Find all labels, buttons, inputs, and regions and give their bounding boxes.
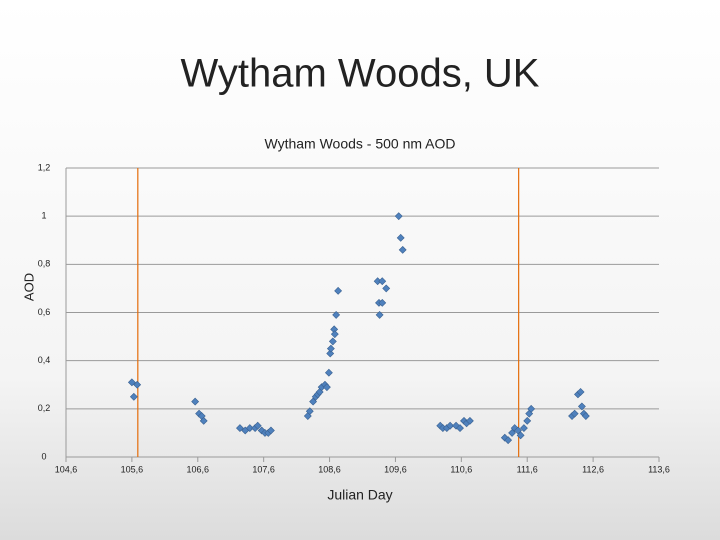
data-point — [305, 407, 314, 416]
data-point — [191, 397, 200, 406]
data-point — [245, 424, 254, 433]
data-point — [576, 388, 585, 396]
data-point — [520, 424, 528, 433]
data-point — [581, 412, 590, 420]
data-point — [446, 421, 455, 430]
x-tick-label: 107,6 — [252, 464, 275, 474]
data-point — [322, 383, 331, 392]
data-point — [396, 233, 405, 242]
data-point — [253, 421, 262, 430]
x-tick-label: 110,6 — [450, 464, 472, 474]
data-point — [127, 378, 136, 387]
data-point — [525, 409, 534, 418]
x-tick-label: 112,6 — [582, 464, 604, 474]
data-point — [303, 412, 312, 420]
data-point — [394, 212, 403, 221]
data-point — [328, 337, 337, 346]
data-point — [508, 428, 516, 437]
x-axis-label: Julian Day — [327, 487, 392, 503]
data-point — [516, 431, 525, 440]
data-point — [375, 310, 384, 319]
data-point — [326, 349, 335, 358]
data-point — [504, 436, 513, 445]
data-point — [398, 245, 407, 254]
data-point — [523, 416, 532, 425]
data-point — [326, 344, 335, 353]
y-tick-label: 0,6 — [38, 307, 51, 317]
data-point — [324, 368, 333, 377]
data-point — [452, 421, 460, 430]
y-tick-label: 0 — [41, 451, 46, 461]
y-tick-label: 1,2 — [38, 162, 51, 172]
data-point — [465, 416, 474, 425]
data-point — [236, 424, 244, 433]
slide-title: Wytham Woods, UK — [180, 52, 539, 96]
y-tick-label: 0,8 — [38, 259, 51, 269]
x-tick-label: 105,6 — [121, 464, 144, 474]
data-point — [199, 416, 208, 425]
y-tick-label: 0,4 — [38, 355, 51, 365]
data-point — [514, 426, 522, 435]
data-point — [332, 310, 341, 319]
x-tick-label: 106,6 — [187, 464, 210, 474]
data-point — [382, 284, 391, 293]
chart-title: Wytham Woods - 500 nm AOD — [264, 136, 455, 152]
y-axis-label: AOD — [21, 273, 36, 301]
data-point — [570, 409, 579, 418]
data-point — [378, 298, 387, 307]
data-point — [133, 380, 142, 389]
x-tick-label: 104,6 — [55, 464, 78, 474]
x-tick-label: 111,6 — [517, 464, 538, 474]
x-tick-label: 113,6 — [648, 464, 670, 474]
x-tick-label: 109,6 — [384, 464, 407, 474]
x-tick-label: 108,6 — [318, 464, 341, 474]
data-point — [330, 330, 339, 339]
data-point — [527, 404, 536, 413]
y-tick-label: 0,2 — [38, 403, 51, 413]
data-point — [266, 426, 275, 435]
y-tick-label: 1 — [41, 211, 46, 221]
data-point — [456, 424, 464, 433]
data-point — [577, 402, 586, 411]
data-point — [378, 277, 387, 286]
data-point — [129, 392, 138, 401]
data-point — [334, 286, 343, 295]
data-point — [309, 397, 318, 406]
